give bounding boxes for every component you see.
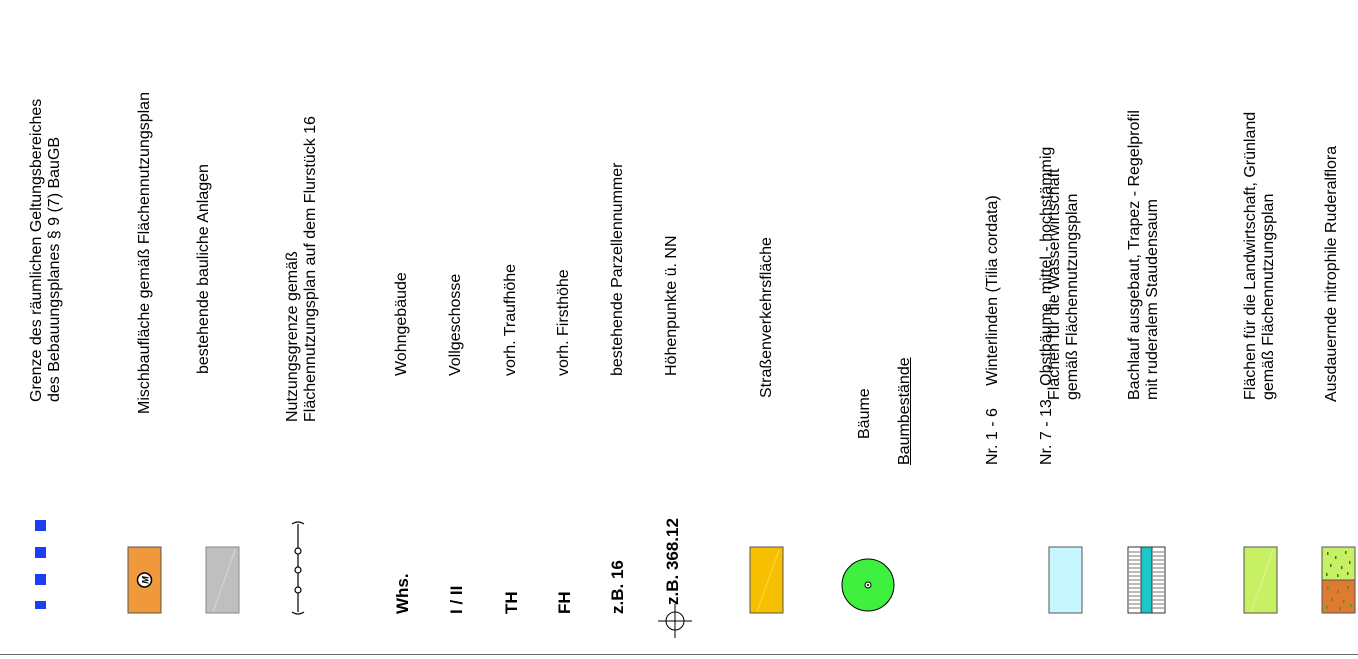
boundary-dashed-symbol xyxy=(35,520,46,609)
abbr-hoehe: z.B. 368.12 xyxy=(663,518,682,605)
legend-text-bachlauf: Bachlauf ausgebaut, Trapez - Regelprofil… xyxy=(1126,110,1161,400)
legend-text-wasser: Flächen für die Wasserwirtschaft gemäß F… xyxy=(1046,168,1081,400)
bottom-rule xyxy=(0,654,1358,655)
stream-profile-symbol xyxy=(1127,546,1166,614)
abbr-parzelle: z.B. 16 xyxy=(608,560,627,614)
legend-text-whs: Wohngebäude xyxy=(393,272,410,376)
agriculture-area-symbol xyxy=(1243,546,1278,614)
legend-text-baeume: Bäume xyxy=(856,388,873,439)
legend-text-strasse: Straßenverkehrsfläche xyxy=(758,237,775,398)
mixed-use-letter: M xyxy=(141,576,151,584)
ruderal-flora-symbol xyxy=(1321,546,1356,614)
legend-text-ruderal: Ausdauernde nitrophile Ruderalflora xyxy=(1323,145,1340,402)
mixed-use-area-symbol: M xyxy=(127,546,162,614)
legend-text-parzelle: bestehende Parzellennummer xyxy=(609,162,626,376)
abbr-fh: FH xyxy=(555,591,574,614)
tree-icon xyxy=(841,558,895,612)
abbr-vollgeschosse: I / II xyxy=(447,585,466,614)
water-area-symbol xyxy=(1048,546,1083,614)
existing-building-symbol xyxy=(205,546,240,614)
abbr-th: TH xyxy=(502,591,521,614)
legend-heading-baumbestaende: Baumbestände xyxy=(896,357,913,465)
legend-text-vollgeschosse: Vollgeschosse xyxy=(447,273,464,376)
legend-text-landwirtschaft: Flächen für die Landwirtschaft, Grünland… xyxy=(1242,111,1277,400)
abbr-whs: Whs. xyxy=(393,573,412,614)
legend-text-bestand: bestehende bauliche Anlagen xyxy=(195,164,212,374)
legend-text-mischbau: Mischbaufläche gemäß Flächennutzungsplan xyxy=(136,92,153,414)
legend-text-fh: vorh. Firsthöhe xyxy=(555,269,572,376)
legend-text-hoehe: Höhenpunkte ü. NN xyxy=(663,235,680,376)
legend-text-th: vorh. Traufhöhe xyxy=(502,263,519,376)
road-area-symbol xyxy=(749,546,784,614)
legend-text-geltungsbereich: Grenze des räumlichen Geltungsbereiches … xyxy=(28,98,63,402)
crosshair-icon xyxy=(658,604,692,638)
legend-text-nutzungsgrenze: Nutzungsgrenze gemäß Flächennutzungsplan… xyxy=(284,116,319,422)
land-use-boundary-symbol xyxy=(291,521,305,615)
